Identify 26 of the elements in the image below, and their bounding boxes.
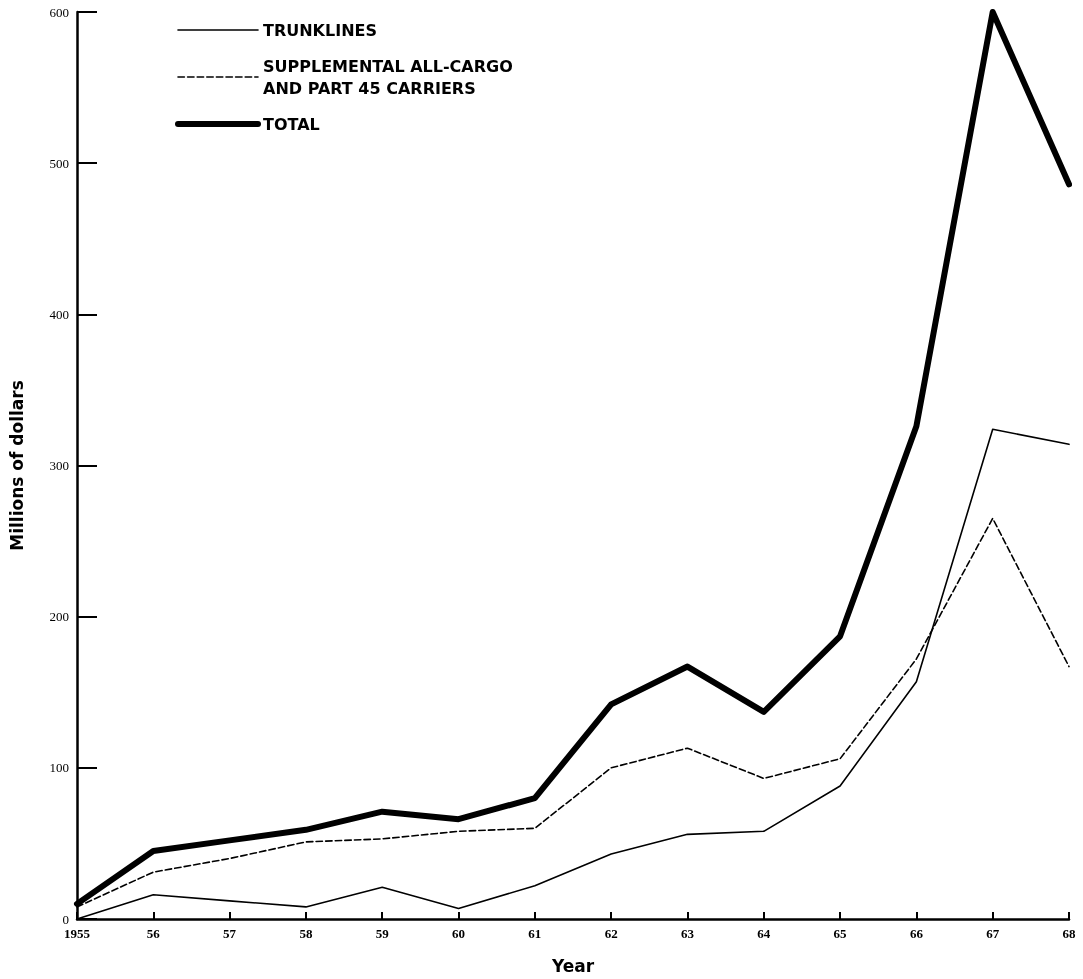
y-tick-label: 500 bbox=[49, 155, 69, 171]
y-tick-label: 0 bbox=[62, 911, 69, 927]
legend-label: TOTAL bbox=[263, 114, 320, 134]
x-tick-label: 66 bbox=[909, 926, 924, 941]
x-tick-label: 64 bbox=[757, 926, 771, 941]
x-tick-label: 58 bbox=[299, 926, 313, 941]
x-tick-label: 62 bbox=[604, 926, 618, 941]
y-axis-title: Millions of dollars bbox=[6, 380, 27, 551]
x-tick-label: 63 bbox=[680, 926, 695, 941]
x-tick-label: 57 bbox=[223, 926, 237, 941]
y-tick-label: 200 bbox=[49, 609, 69, 625]
x-tick-label: 67 bbox=[986, 926, 1000, 941]
x-axis-title: Year bbox=[550, 955, 595, 976]
legend-label: TRUNKLINES bbox=[263, 20, 378, 40]
y-tick-label: 400 bbox=[49, 306, 69, 322]
y-tick-label: 300 bbox=[49, 458, 69, 473]
x-tick-label: 61 bbox=[528, 926, 542, 941]
x-tick-label: 68 bbox=[1062, 926, 1076, 941]
x-tick-label: 1955 bbox=[64, 926, 91, 941]
y-tick-label: 100 bbox=[49, 760, 69, 776]
legend-label: SUPPLEMENTAL ALL-CARGO AND PART 45 CARRIERS bbox=[263, 56, 513, 98]
x-tick-label: 56 bbox=[146, 926, 161, 941]
y-tick-label: 600 bbox=[49, 4, 69, 20]
x-tick-label: 65 bbox=[833, 926, 848, 941]
x-tick-label: 60 bbox=[452, 926, 466, 941]
x-tick-label: 59 bbox=[375, 926, 390, 941]
